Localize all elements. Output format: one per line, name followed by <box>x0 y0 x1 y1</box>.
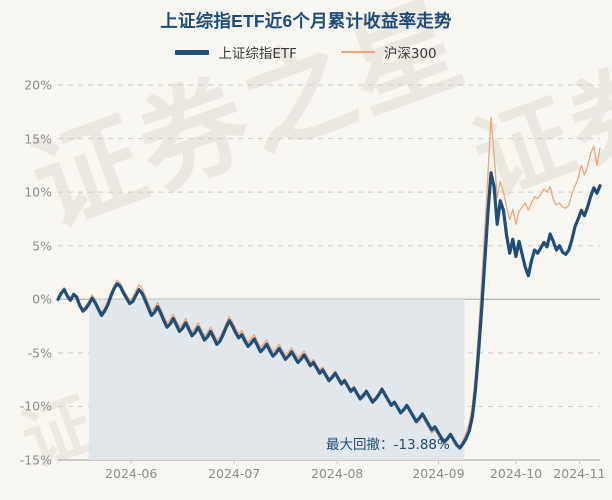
drawdown-shade-rect <box>88 299 465 460</box>
y-tick-label: 15% <box>24 131 52 147</box>
y-axis: 20% 15% 10% 5% 0% -5% -10% -15% <box>0 78 52 468</box>
y-tick-label: -10% <box>19 398 52 414</box>
y-tick-label: 0% <box>32 291 52 307</box>
y-tick-label: -15% <box>19 452 52 468</box>
plot-svg <box>56 84 602 464</box>
x-tick-label: 2024-09 <box>412 466 465 481</box>
y-tick-label: 20% <box>24 77 52 93</box>
series-lines <box>56 116 602 450</box>
series-line <box>56 171 602 450</box>
y-tick-label: 10% <box>24 184 52 200</box>
chart-legend: 上证综指ETF 沪深300 <box>0 42 612 62</box>
legend-item-secondary[interactable]: 沪深300 <box>340 42 437 62</box>
x-tick-label: 2024-08 <box>311 466 364 481</box>
x-tick-label: 2024-10 <box>489 466 543 481</box>
x-tick-label: 2024-11 <box>553 466 606 481</box>
x-axis-ticks <box>130 460 580 464</box>
x-axis: 2024-06 2024-07 2024-08 2024-09 2024-10 2024-… <box>58 466 605 488</box>
x-tick-label: 2024-06 <box>105 466 158 481</box>
legend-swatch-primary-icon <box>175 49 210 55</box>
drawdown-shaded-region <box>88 299 465 460</box>
x-tick-label: 2024-07 <box>208 466 261 481</box>
legend-label-secondary: 沪深300 <box>383 46 437 62</box>
max-drawdown-annotation: 最大回撤：-13.88% <box>326 437 450 453</box>
y-tick-label: -5% <box>27 345 52 361</box>
chart-title: 上证综指ETF近6个月累计收益率走势 <box>160 11 452 31</box>
legend-swatch-secondary-icon <box>340 51 375 53</box>
legend-item-primary[interactable]: 上证综指ETF <box>175 42 297 62</box>
plot-area <box>56 84 602 464</box>
y-tick-label: 5% <box>32 238 52 254</box>
legend-label-primary: 上证综指ETF <box>218 46 297 62</box>
